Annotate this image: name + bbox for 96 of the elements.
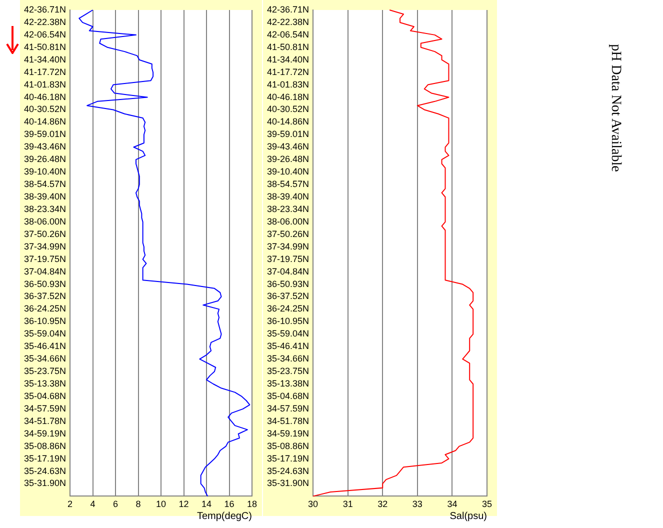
y-tick-label: 41-34.40N: [24, 54, 66, 64]
y-tick-label: 40-46.18N: [24, 92, 66, 102]
y-tick-label: 35-23.75N: [267, 366, 310, 376]
y-tick-label: 34-51.78N: [24, 416, 66, 426]
y-tick-label: 34-59.19N: [24, 428, 66, 438]
x-tick-label: 10: [156, 499, 166, 510]
x-tick-label: 33: [412, 499, 422, 510]
y-tick-label: 38-54.57N: [24, 179, 66, 190]
y-tick-label: 41-17.72N: [24, 66, 66, 77]
y-tick-label: 35-13.38N: [267, 378, 310, 388]
y-tick-label: 41-50.81N: [24, 42, 66, 52]
y-tick-label: 37-04.84N: [24, 266, 66, 276]
x-tick-label: 2: [68, 499, 73, 510]
y-tick-label: 40-30.52N: [267, 104, 310, 114]
y-tick-label: 42-22.38N: [267, 16, 310, 27]
y-tick-label: 36-37.52N: [267, 291, 310, 302]
y-tick-label: 39-10.40N: [24, 166, 66, 177]
y-tick-label: 35-23.75N: [24, 366, 66, 376]
y-tick-label: 36-50.93N: [267, 278, 310, 289]
y-tick-label: 35-34.66N: [267, 354, 310, 364]
y-tick-label: 38-23.34N: [267, 204, 310, 214]
x-tick-label: 14: [202, 499, 212, 510]
y-tick-label: 35-17.19N: [24, 453, 66, 464]
y-tick-label: 36-24.25N: [24, 304, 66, 314]
y-tick-label: 42-06.54N: [267, 29, 310, 40]
y-tick-label: 37-19.75N: [24, 254, 66, 264]
y-tick-label: 34-59.19N: [267, 428, 310, 438]
y-tick-label: 39-43.46N: [24, 142, 66, 152]
y-tick-label: 36-24.25N: [267, 304, 310, 314]
y-tick-label: 35-46.41N: [267, 341, 310, 352]
y-tick-label: 38-54.57N: [267, 179, 310, 190]
y-tick-label: 35-08.86N: [24, 440, 66, 451]
y-tick-label: 39-59.01N: [24, 129, 66, 140]
y-tick-label: 42-36.71N: [267, 4, 310, 14]
y-tick-label: 35-24.63N: [267, 466, 310, 476]
y-tick-label: 40-14.86N: [24, 116, 66, 127]
y-tick-label: 38-39.40N: [267, 191, 310, 202]
y-tick-label: 34-51.78N: [267, 416, 310, 426]
y-tick-label: 35-24.63N: [24, 466, 66, 476]
y-tick-label: 40-46.18N: [267, 92, 310, 102]
y-tick-label: 37-50.26N: [24, 228, 66, 239]
y-tick-label: 40-14.86N: [267, 116, 310, 127]
y-tick-label: 39-26.48N: [24, 154, 66, 164]
x-tick-label: 34: [447, 499, 458, 510]
x-tick-label: 8: [136, 499, 141, 510]
y-tick-label: 35-31.90N: [267, 478, 310, 488]
x-tick-label: 6: [113, 499, 118, 510]
y-tick-label: 35-46.41N: [24, 341, 66, 352]
x-tick-label: 4: [90, 499, 96, 510]
y-tick-label: 36-10.95N: [24, 316, 66, 326]
y-tick-label: 35-04.68N: [24, 390, 66, 401]
y-tick-label: 35-31.90N: [24, 478, 66, 488]
y-tick-label: 41-01.83N: [24, 79, 66, 90]
x-tick-label: 30: [308, 499, 318, 510]
y-tick-label: 37-19.75N: [267, 254, 310, 264]
x-tick-label: 18: [246, 499, 258, 510]
y-tick-label: 38-39.40N: [24, 191, 66, 202]
y-tick-label: 42-36.71N: [24, 4, 66, 14]
x-axis-title: Sal(psu): [450, 510, 487, 522]
text: pH Data Not Available: [607, 43, 623, 174]
x-tick-label: 35: [482, 499, 492, 510]
y-tick-label: 35-59.04N: [24, 328, 66, 339]
y-tick-label: 36-37.52N: [24, 291, 66, 302]
y-tick-label: 37-50.26N: [267, 228, 310, 239]
x-axis-title: Temp(degC): [196, 510, 252, 522]
y-tick-label: 34-57.59N: [267, 403, 310, 414]
y-tick-label: 34-57.59N: [24, 403, 66, 414]
y-tick-label: 35-34.66N: [24, 354, 66, 364]
y-tick-label: 38-23.34N: [24, 204, 66, 214]
y-tick-label: 35-59.04N: [267, 328, 310, 339]
x-tick-label: 31: [342, 499, 353, 510]
y-tick-label: 41-01.83N: [267, 79, 310, 90]
x-tick-label: 12: [178, 499, 189, 510]
y-tick-label: 35-08.86N: [267, 440, 310, 451]
x-tick-label: 32: [378, 499, 388, 510]
y-tick-label: 36-50.93N: [24, 278, 66, 289]
y-tick-label: 37-34.99N: [24, 241, 66, 252]
y-tick-label: 40-30.52N: [24, 104, 66, 114]
y-tick-label: 37-04.84N: [267, 266, 310, 276]
y-tick-label: 39-26.48N: [267, 154, 310, 164]
y-tick-label: 41-17.72N: [267, 66, 310, 77]
y-tick-label: 38-06.00N: [24, 216, 66, 226]
y-tick-label: 41-34.40N: [267, 54, 310, 64]
y-tick-label: 39-43.46N: [267, 142, 310, 152]
y-tick-label: 36-10.95N: [267, 316, 310, 326]
y-tick-label: 41-50.81N: [267, 42, 310, 52]
y-tick-label: 38-06.00N: [267, 216, 310, 226]
y-tick-label: 37-34.99N: [267, 241, 310, 252]
y-tick-label: 42-06.54N: [24, 29, 66, 40]
x-tick-label: 16: [224, 499, 234, 510]
y-tick-label: 42-22.38N: [24, 16, 66, 27]
y-tick-label: 35-04.68N: [267, 390, 310, 401]
y-tick-label: 35-13.38N: [24, 378, 66, 388]
y-tick-label: 39-10.40N: [267, 166, 310, 177]
y-tick-label: 39-59.01N: [267, 129, 310, 140]
y-tick-label: 35-17.19N: [267, 453, 310, 464]
